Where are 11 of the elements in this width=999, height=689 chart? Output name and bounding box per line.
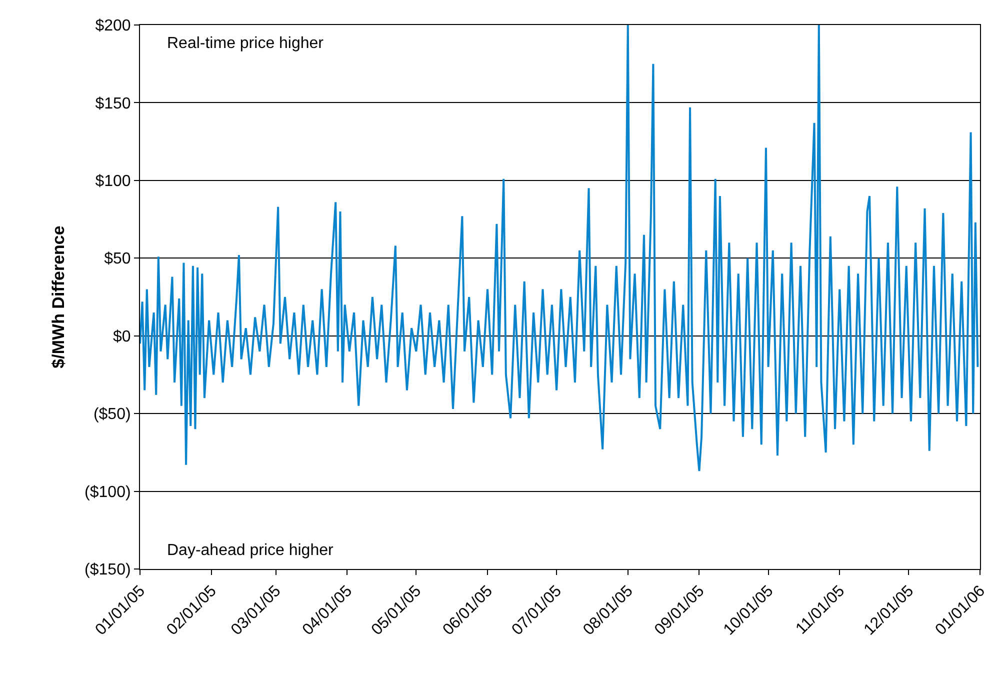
y-tick-label: ($100) bbox=[84, 484, 131, 501]
y-tick-label: $100 bbox=[95, 173, 131, 190]
y-tick-label: ($50) bbox=[93, 406, 131, 424]
y-tick-label: ($150) bbox=[84, 562, 131, 579]
y-tick-label: $200 bbox=[95, 18, 131, 35]
y-axis-title: $/MWh Difference bbox=[49, 226, 68, 368]
y-tick-label: $150 bbox=[95, 95, 131, 112]
y-tick-label: $0 bbox=[113, 328, 131, 346]
y-tick-label: $50 bbox=[104, 250, 131, 268]
annotation: Real-time price higher bbox=[167, 35, 324, 52]
annotation: Day-ahead price higher bbox=[167, 542, 334, 559]
